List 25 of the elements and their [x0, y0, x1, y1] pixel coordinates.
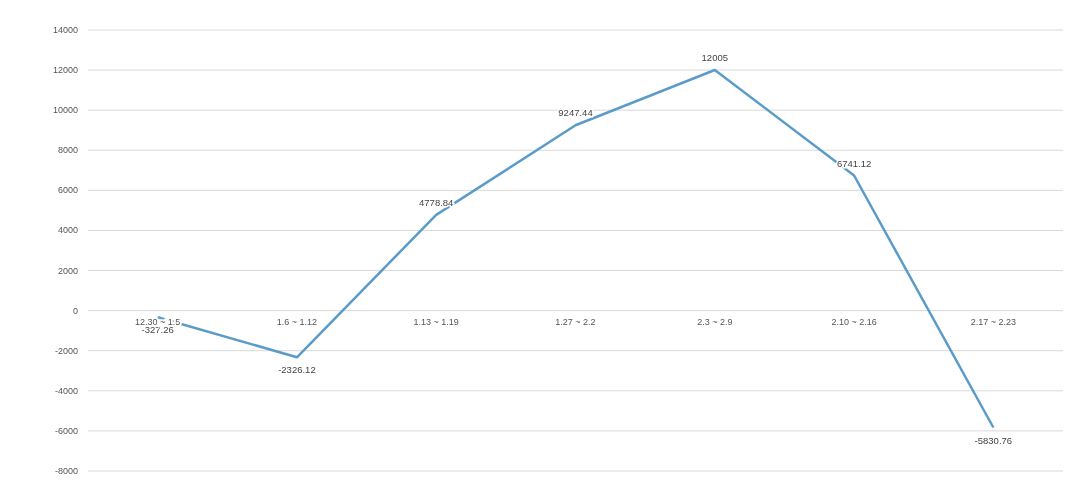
data-label: -327.26 — [141, 324, 174, 336]
data-label: 4778.84 — [419, 196, 454, 208]
y-tick-label: -6000 — [54, 425, 78, 436]
data-label: 9247.44 — [558, 107, 593, 119]
y-tick-label: 8000 — [57, 145, 78, 156]
y-tick-label: -4000 — [54, 385, 78, 396]
y-tick-label: 6000 — [57, 185, 78, 196]
x-tick-label: 2.3 ~ 2.9 — [697, 316, 733, 327]
y-tick-label: 0 — [72, 305, 78, 316]
x-tick-label: 1.6 ~ 1.12 — [276, 316, 318, 327]
y-tick-label: 4000 — [57, 225, 78, 236]
y-tick-label: 2000 — [57, 265, 78, 276]
y-tick-label: 12000 — [52, 65, 78, 76]
y-tick-label: 10000 — [52, 105, 78, 116]
x-tick-label: 1.27 ~ 2.2 — [555, 316, 596, 327]
x-tick-label: 2.10 ~ 2.16 — [831, 316, 877, 327]
y-tick-label: -8000 — [54, 466, 78, 476]
data-label: 6741.12 — [836, 157, 872, 169]
x-tick-label: 1.13 ~ 1.19 — [413, 316, 459, 327]
y-tick-label: 14000 — [52, 25, 78, 35]
x-tick-label: 2.17 ~ 2.23 — [970, 316, 1017, 327]
data-label: -2326.12 — [278, 364, 316, 376]
y-tick-label: -2000 — [54, 345, 78, 356]
data-label: -5830.76 — [974, 434, 1013, 446]
data-label: 12005 — [701, 51, 728, 63]
